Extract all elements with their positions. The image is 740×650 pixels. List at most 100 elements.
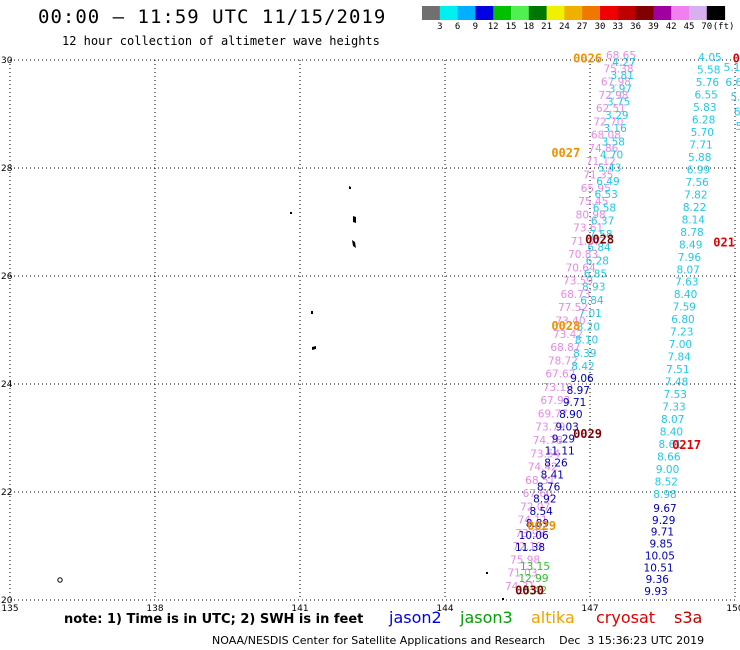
altika-swh-value: 71.37 [571, 236, 601, 248]
s3a-swh-value: 9.85 [649, 539, 672, 551]
cryosat-swh-value: 6.37 [591, 216, 614, 228]
cryosat-swh-value: 9.03 [555, 421, 578, 433]
pass-time-label: 0026 [573, 52, 602, 66]
lat-tick-label: 20 [1, 596, 13, 606]
color-scale-tick: 12 [487, 22, 499, 32]
cryosat-swh-value: 8.42 [571, 361, 594, 373]
map-title: 00:00 — 11:59 UTC 11/15/2019 [38, 6, 387, 28]
pass-time-label: 0028 [585, 233, 614, 247]
cryosat-swh-value: 8.20 [577, 321, 600, 333]
s3a-swh-value: 6.99 [687, 164, 710, 176]
color-scale-tick: 6 [454, 22, 461, 32]
cryosat-swh-value: 11.38 [515, 542, 545, 554]
color-scale-tick: 21 [541, 22, 553, 32]
island [353, 216, 356, 223]
island [290, 212, 292, 214]
altika-swh-value: 71.03 [507, 568, 537, 580]
axis-labels: 135 138 141 144 147 150 30 28 26 24 22 20 [1, 56, 740, 614]
lat-tick-label: 26 [1, 272, 13, 282]
altika-swh-value: 73.40 [555, 316, 585, 328]
cryosat-swh-value: 6.84 [587, 242, 611, 254]
cryosat-swh-value: 7.01 [578, 308, 601, 320]
cryosat-swh-value: 3.75 [607, 97, 630, 109]
altika-swh-value: 75.98 [510, 554, 540, 566]
cryosat-swh-value: 8.54 [529, 506, 553, 518]
color-scale-tick: 9 [472, 22, 479, 32]
pass-time-label: 0027 [551, 146, 580, 160]
cryosat-swh-value: 3.58 [602, 136, 625, 148]
color-swatch [564, 6, 583, 20]
color-swatch [635, 6, 654, 20]
color-swatch [422, 6, 441, 20]
color-swatch [689, 6, 708, 20]
s3a-swh-value: 7.56 [685, 177, 709, 189]
cryosat-swh-value: 7.58 [589, 229, 612, 241]
altika-swh-value: 72.07 [520, 501, 550, 513]
color-swatch [439, 6, 459, 20]
s3a-swh-value: 7.96 [678, 252, 702, 264]
altika-swh-value: 62.51 [596, 103, 626, 115]
island [312, 346, 316, 350]
color-swatch [671, 6, 690, 20]
altika-swh-value: 73.54 [530, 448, 560, 460]
cryosat-swh-value: 8.92 [533, 494, 556, 506]
s3a-swh-value: 9.00 [656, 464, 679, 476]
island-marker [57, 577, 63, 583]
legend-cryosat: cryosat [596, 608, 656, 627]
color-swatch [457, 6, 476, 20]
time-annotations: 0026 0027 0028 0028 0029 0029 0030 021 0217 02 [515, 52, 740, 598]
cryosat-swh-value: 6.58 [593, 202, 616, 214]
s3a-swh-value: 8.52 [655, 477, 678, 489]
s3a-swh-value: 5.58 [697, 64, 720, 76]
lon-tick-label: 150 [726, 604, 740, 614]
s3a-swh-value: 7.53 [664, 389, 687, 401]
s3a-swh-value: 8.40 [674, 289, 697, 301]
island [352, 240, 356, 248]
color-scale-tick: 24 [558, 22, 570, 32]
s3a-swh-value: 6 [734, 106, 740, 118]
map-subtitle: 12 hour collection of altimeter wave hei… [62, 34, 380, 48]
jason3-swh-value: 13.15 [520, 561, 550, 573]
altika-swh-value: 68.08 [591, 130, 621, 142]
cryosat-swh-value: 9.71 [563, 397, 586, 409]
s3a-swh-value: 8.14 [682, 214, 706, 226]
color-scale-unit: (ft) [712, 22, 735, 32]
altika-swh-value: 72.70 [593, 116, 623, 128]
altika-swh-value: 73.19 [543, 382, 573, 394]
altika-swh-value: 73.61 [573, 223, 603, 235]
s3a-swh-value: 5.70 [691, 127, 714, 139]
cryosat-swh-value: 8.97 [567, 385, 590, 397]
s3a-swh-value: 5.1 [724, 62, 740, 74]
lon-tick-label: 144 [436, 604, 453, 614]
s3a-swh-value: 7.84 [667, 352, 691, 364]
cryosat-swh-value: 9.29 [552, 433, 575, 445]
color-scale-tick: 33 [612, 22, 624, 32]
island [349, 186, 351, 189]
color-scale-tick: 3 [437, 22, 443, 32]
altika-swh-value: 68.51 [525, 475, 555, 487]
legend-altika: altika [531, 608, 575, 627]
color-swatch [706, 6, 726, 20]
pass-time-label: 0029 [527, 519, 556, 533]
lon-tick-label: 135 [1, 604, 18, 614]
color-swatch [528, 6, 548, 20]
s3a-swh-value: 5.76 [696, 77, 720, 89]
altika-swh-value: 72.98 [598, 90, 628, 102]
cryosat-swh-value: 4.70 [600, 150, 623, 162]
land-features [57, 186, 504, 600]
island [311, 311, 313, 314]
altika-swh-value: 67.60 [523, 488, 553, 500]
s3a-swh-value: 8.40 [660, 427, 683, 439]
island [502, 598, 504, 600]
cryosat-swh-value: 8.26 [544, 458, 568, 470]
s3a-swh-value: 5 [736, 121, 740, 133]
lon-tick-label: 138 [146, 604, 163, 614]
altika-swh-value: 71.12 [586, 156, 616, 168]
cryosat-swh-value: 4.27 [612, 57, 635, 69]
s3a-swh-value: 7.48 [665, 377, 688, 389]
lon-tick-label: 147 [581, 604, 598, 614]
cryosat-swh-value: 6.53 [594, 189, 617, 201]
altika-swh-value: 69.77 [538, 408, 568, 420]
altika-swh-value: 71.35 [583, 169, 613, 181]
